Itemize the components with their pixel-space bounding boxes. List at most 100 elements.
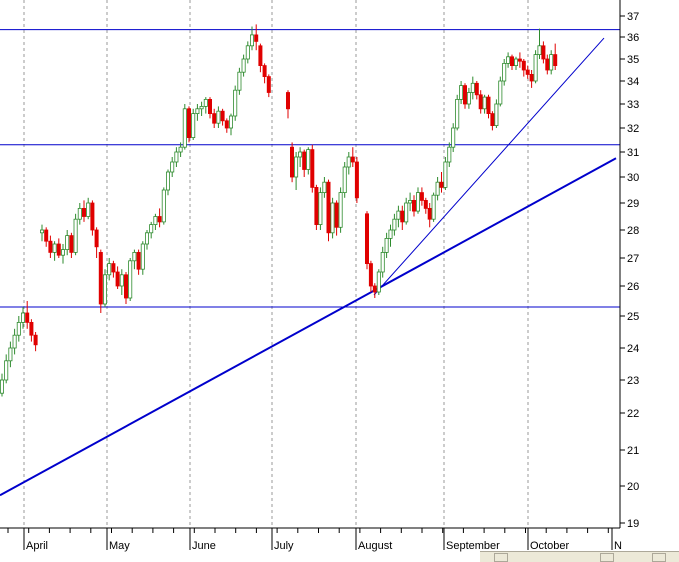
- candle-up: [466, 92, 471, 105]
- candle-up: [392, 218, 397, 231]
- candle-up: [203, 99, 208, 107]
- candle-down: [326, 181, 331, 234]
- x-axis-ticks: April May June July August September October N: [7, 528, 622, 552]
- x-tick-label-n: N: [614, 540, 622, 552]
- x-tick-label-june: June: [192, 540, 216, 552]
- candle-down: [56, 243, 61, 256]
- candle-up: [199, 106, 204, 110]
- y-tick-label: 29: [627, 198, 639, 210]
- candle-down: [509, 56, 514, 66]
- long-term-trendline: [0, 157, 617, 497]
- y-tick-label: 32: [627, 123, 639, 135]
- candle-up: [404, 202, 409, 223]
- trendlines: [0, 37, 617, 497]
- y-axis-ticks: 19 20 21 22 23 24 25 26 27 28 29 30 31 32 33 34 35 36 37: [620, 11, 639, 530]
- candle-up: [216, 110, 221, 124]
- candle-down: [220, 110, 225, 122]
- plot-background: [0, 0, 620, 528]
- candle-down: [486, 96, 491, 114]
- candle-up: [65, 235, 70, 251]
- candle-down: [136, 251, 141, 270]
- y-tick-label: 36: [627, 32, 639, 44]
- y-tick-label: 23: [627, 375, 639, 387]
- candle-up: [241, 58, 246, 73]
- candle-up: [376, 271, 381, 293]
- candle-up: [153, 216, 158, 226]
- candle-up: [103, 274, 108, 305]
- candle-down: [82, 207, 87, 217]
- candle-up: [482, 96, 487, 110]
- candle-up: [61, 249, 66, 256]
- candle-up: [228, 115, 233, 129]
- candle-down: [29, 321, 34, 336]
- candle-down: [302, 151, 307, 170]
- candle-down: [33, 334, 38, 346]
- candle-down: [474, 82, 479, 96]
- candle-down: [439, 181, 444, 188]
- candle-up: [306, 149, 311, 170]
- candle-up: [380, 251, 385, 273]
- candle-up: [330, 202, 335, 234]
- candle-down: [368, 263, 373, 287]
- candle-up: [182, 108, 187, 148]
- candle-up: [132, 251, 137, 262]
- candle-up: [52, 243, 57, 253]
- candle-down: [364, 213, 369, 265]
- candle-up: [12, 334, 17, 349]
- candle-up: [408, 199, 413, 204]
- candle-down: [115, 271, 120, 287]
- candle-down: [529, 74, 534, 82]
- y-tick-label: 25: [627, 311, 639, 323]
- candle-down: [423, 199, 428, 209]
- y-tick-label: 19: [627, 518, 639, 530]
- candle-down: [98, 251, 103, 305]
- y-tick-label: 27: [627, 253, 639, 265]
- y-tick-label: 33: [627, 99, 639, 111]
- candle-down: [212, 113, 217, 124]
- candle-up: [498, 80, 503, 105]
- y-tick-label: 37: [627, 11, 639, 23]
- candle-up: [318, 192, 323, 226]
- candle-down: [354, 161, 359, 199]
- candle-up: [195, 108, 200, 115]
- candle-down: [314, 186, 319, 225]
- y-tick-label: 24: [627, 343, 639, 355]
- candle-up: [233, 89, 238, 117]
- candle-up: [149, 224, 154, 234]
- candle-down: [525, 69, 530, 75]
- candle-up: [338, 192, 343, 228]
- candle-up: [384, 237, 389, 253]
- candle-down: [350, 156, 355, 163]
- candle-down: [44, 229, 49, 242]
- candle-up: [144, 232, 149, 245]
- candle-up: [447, 146, 452, 163]
- candle-up: [342, 166, 347, 194]
- candle-up: [443, 161, 448, 188]
- candle-down: [285, 92, 290, 110]
- candle-up: [502, 63, 507, 82]
- candle-up: [20, 312, 25, 323]
- candle-down: [124, 274, 129, 299]
- candle-up: [455, 99, 460, 129]
- candle-up: [537, 45, 542, 55]
- candle-up: [161, 189, 166, 223]
- vertical-gridlines: [23, 0, 529, 528]
- candle-up: [415, 192, 420, 212]
- candle-down: [94, 229, 99, 248]
- candle-up: [191, 113, 196, 138]
- candle-down: [111, 263, 116, 273]
- candle-down: [521, 60, 526, 71]
- y-tick-label: 28: [627, 225, 639, 237]
- x-tick-label-august: August: [358, 540, 392, 552]
- candle-down: [186, 108, 191, 139]
- candle-up: [8, 347, 13, 362]
- y-tick-label: 26: [627, 281, 639, 293]
- candle-down: [90, 202, 95, 231]
- candle-down: [48, 240, 53, 253]
- candle-down: [427, 207, 432, 220]
- horizontal-scrollbar[interactable]: [480, 551, 679, 562]
- candle-down: [419, 192, 424, 201]
- candle-up: [388, 229, 393, 239]
- candle-down: [289, 146, 294, 178]
